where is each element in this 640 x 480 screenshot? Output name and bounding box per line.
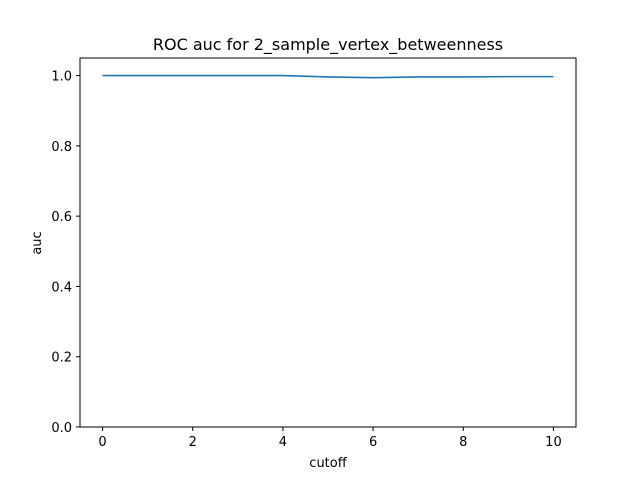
y-tick-label: 0.4 (51, 280, 72, 295)
y-tick-label: 0.8 (51, 140, 72, 155)
x-tick-label: 0 (98, 435, 106, 450)
x-tick-label: 2 (189, 435, 197, 450)
axes-frame (79, 57, 577, 428)
chart-title: ROC auc for 2_sample_vertex_betweenness (153, 35, 503, 55)
x-tick-label: 10 (545, 435, 562, 450)
x-axis: 0 2 4 6 8 10 (98, 427, 562, 450)
y-tick-label: 0.0 (51, 421, 72, 436)
x-tick-label: 6 (369, 435, 377, 450)
y-tick-label: 0.2 (51, 351, 72, 366)
y-axis: 0.0 0.2 0.4 0.6 0.8 1.0 (51, 70, 80, 436)
x-axis-label: cutoff (309, 456, 347, 471)
x-tick-label: 8 (459, 435, 467, 450)
y-axis-label: auc (30, 231, 45, 254)
series-layer (102, 74, 554, 79)
y-tick-label: 1.0 (51, 70, 72, 85)
series-line (102, 74, 554, 79)
x-tick-label: 4 (279, 435, 287, 450)
y-tick-label: 0.6 (51, 210, 72, 225)
